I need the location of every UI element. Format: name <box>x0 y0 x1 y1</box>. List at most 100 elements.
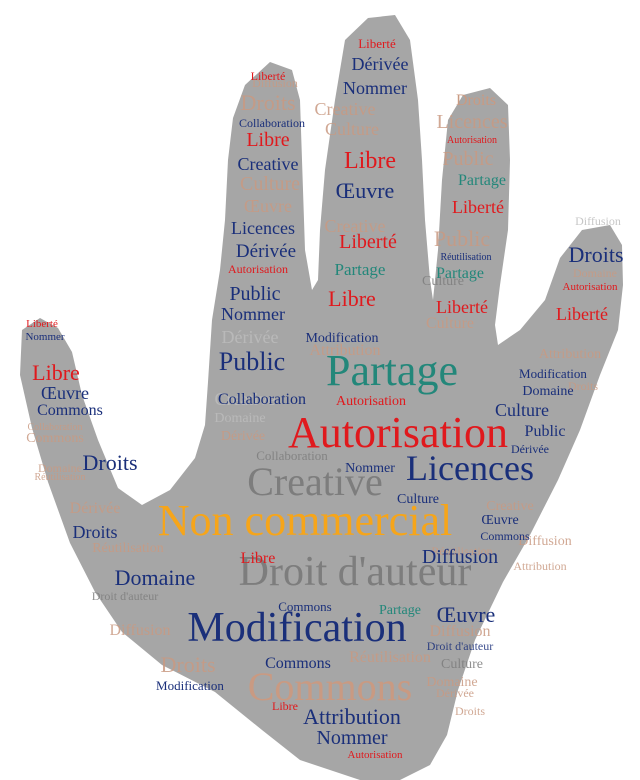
word-partage: Partage <box>335 260 386 279</box>
word-reutilisation: Réutilisation <box>431 544 492 558</box>
word-diffusion: Diffusion <box>575 214 621 228</box>
hand-silhouette <box>20 15 623 780</box>
word-derivee: Dérivée <box>436 686 474 700</box>
word-libre: Libre <box>246 129 289 151</box>
word-modification: Modification <box>156 678 224 693</box>
word-public: Public <box>442 148 493 170</box>
word-droit-dauteur: Droit d'auteur <box>427 639 493 653</box>
foreground-words: LibertéCollaborationLibreCreativeLicence… <box>25 36 623 761</box>
word-culture: Culture <box>495 400 549 420</box>
word-reutilisation: Réutilisation <box>440 252 491 263</box>
word-attribution: Attribution <box>513 559 566 573</box>
word-collaboration: Collaboration <box>218 391 306 408</box>
word-culture: Culture <box>426 315 474 332</box>
word-domaine: Domaine <box>214 411 265 426</box>
word-autorisation: Autorisation <box>228 262 288 276</box>
word-collaboration: Collaboration <box>256 448 328 463</box>
word-public: Public <box>229 283 280 305</box>
word-autorisation: Autorisation <box>563 281 618 293</box>
word-creative: Creative <box>215 389 276 409</box>
word-libre: Libre <box>241 550 276 567</box>
word-commons: Commons <box>278 599 331 614</box>
word-liberte: Liberté <box>556 304 608 324</box>
word-libre: Libre <box>32 360 80 385</box>
word-autorisation: Autorisation <box>336 394 406 409</box>
word-commons: Commons <box>480 529 530 543</box>
background-words: DroitsCultureŒuvreDiffusionCreativeCultu… <box>26 76 621 718</box>
word-droit-dauteur: Droit d'auteur <box>92 589 158 603</box>
word-licences: Licences <box>436 111 507 133</box>
word-oeuvre: Œuvre <box>336 178 395 203</box>
word-diffusion: Diffusion <box>422 546 498 568</box>
word-modification: Modification <box>187 605 406 651</box>
word-derivee: Dérivée <box>221 429 265 444</box>
word-diffusion: Diffusion <box>109 622 170 639</box>
word-oeuvre: Œuvre <box>437 602 496 627</box>
word-diffusion: Diffusion <box>518 534 571 549</box>
word-public: Public <box>525 423 566 440</box>
word-attribution: Attribution <box>303 704 401 729</box>
word-droits: Droits <box>241 90 296 115</box>
word-commons: Commons <box>265 655 331 672</box>
word-culture: Culture <box>422 274 464 289</box>
word-liberte: Liberté <box>339 231 397 253</box>
word-droits: Droits <box>83 450 138 475</box>
word-reutilisation: Réutilisation <box>92 541 164 556</box>
word-attribution: Attribution <box>309 342 380 359</box>
word-collaboration: Collaboration <box>28 422 83 433</box>
word-commons: Commons <box>26 431 84 446</box>
word-nommer: Nommer <box>221 304 285 324</box>
word-modification: Modification <box>519 366 587 381</box>
word-droits: Droits <box>161 652 216 677</box>
word-licences: Licences <box>406 448 534 488</box>
word-nommer: Nommer <box>316 727 387 749</box>
word-nommer: Nommer <box>343 78 407 98</box>
word-droit-dauteur: Droit d'auteur <box>239 549 472 595</box>
word-public: Public <box>219 347 285 376</box>
word-domaine: Domaine <box>115 565 196 590</box>
word-nommer: Nommer <box>25 331 64 343</box>
word-domaine: Domaine <box>573 266 617 280</box>
word-creative: Creative <box>238 154 299 174</box>
word-libre: Libre <box>328 286 376 311</box>
word-domaine: Domaine <box>522 384 573 399</box>
word-licences: Licences <box>231 218 295 238</box>
word-commons: Commons <box>37 402 103 419</box>
word-autorisation: Autorisation <box>447 135 497 146</box>
word-droits: Droits <box>455 704 485 718</box>
word-diffusion: Diffusion <box>429 623 490 640</box>
word-droits: Droits <box>569 242 624 267</box>
word-partage: Partage <box>326 346 458 395</box>
word-oeuvre: Œuvre <box>481 513 518 528</box>
word-collaboration: Collaboration <box>239 116 305 130</box>
word-derivee: Dérivée <box>236 241 296 262</box>
word-domaine: Domaine <box>426 675 477 690</box>
word-culture: Culture <box>397 492 439 507</box>
word-derivee: Dérivée <box>222 327 279 347</box>
word-liberte: Liberté <box>26 318 58 330</box>
word-liberte: Liberté <box>452 197 504 217</box>
word-liberte: Liberté <box>251 69 286 83</box>
word-creative: Creative <box>315 99 376 119</box>
word-culture: Culture <box>325 119 379 139</box>
word-creative: Creative <box>247 459 383 504</box>
word-attribution: Attribution <box>539 347 601 362</box>
word-oeuvre: Œuvre <box>244 196 292 216</box>
word-reutilisation: Réutilisation <box>349 649 431 666</box>
word-domaine: Domaine <box>38 461 82 475</box>
word-diffusion: Diffusion <box>252 76 298 90</box>
word-droits: Droits <box>568 379 598 393</box>
word-reutilisation: Réutilisation <box>34 472 85 483</box>
word-autorisation: Autorisation <box>288 408 508 457</box>
word-libre: Libre <box>344 148 396 174</box>
word-culture: Culture <box>441 657 483 672</box>
word-liberte: Liberté <box>436 297 488 317</box>
word-libre: Libre <box>272 699 298 713</box>
word-partage: Partage <box>379 603 421 618</box>
word-partage: Partage <box>436 265 484 282</box>
word-nommer: Nommer <box>345 461 395 476</box>
word-culture: Culture <box>240 173 300 195</box>
word-derivee: Dérivée <box>511 442 549 456</box>
word-creative: Creative <box>486 499 533 514</box>
